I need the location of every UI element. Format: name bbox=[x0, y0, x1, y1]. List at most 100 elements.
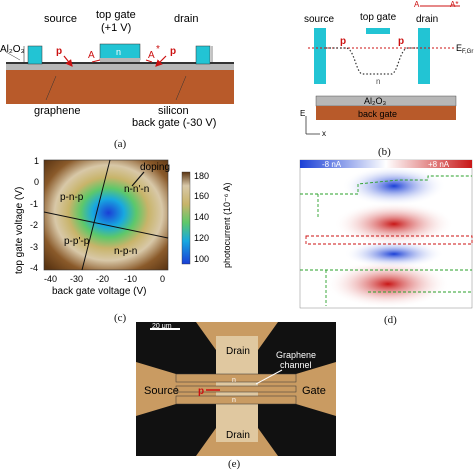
arrow-left bbox=[63, 55, 73, 67]
drain-contact bbox=[195, 45, 211, 65]
n-band: n bbox=[376, 77, 380, 86]
region-pnp: p-n-p bbox=[60, 192, 84, 203]
top-gate-voltage: (+1 V) bbox=[101, 22, 131, 34]
panel-e: 20 μm Drain Drain Source Gate Graphene c… bbox=[136, 322, 336, 471]
drain-label: drain bbox=[174, 13, 198, 25]
oxide-layer bbox=[6, 64, 234, 70]
top-gate-oxide bbox=[100, 58, 140, 62]
ytick-m1: -1 bbox=[30, 199, 38, 209]
gate-label: Gate bbox=[302, 385, 326, 397]
device-cross-section: source top gate (+1 V) drain Al₂O₃ p A n… bbox=[0, 9, 234, 129]
panel-a: source top gate (+1 V) drain Al₂O₃ p A n… bbox=[0, 0, 245, 150]
scan-colorbar bbox=[300, 160, 472, 168]
dark-region-tl bbox=[136, 322, 216, 374]
ytick-1: 1 bbox=[34, 156, 39, 166]
p-right-label: p bbox=[170, 46, 176, 57]
dark-region-br bbox=[258, 404, 336, 456]
back-gate-stack bbox=[316, 106, 456, 120]
silicon-label: silicon bbox=[158, 105, 189, 117]
panel-b: A A* source top gate drain p p n EF,Gr A… bbox=[300, 0, 474, 160]
cbar-tick-180: 180 bbox=[194, 171, 209, 181]
source-band-label: source bbox=[304, 14, 334, 25]
band-profile bbox=[326, 47, 418, 75]
red-spot-2 bbox=[326, 260, 450, 308]
x-axis-label: x bbox=[322, 129, 326, 138]
band-diagram: A A* source top gate drain p p n EF,Gr A… bbox=[300, 0, 473, 138]
xtick-0: 0 bbox=[160, 274, 165, 284]
p-label: p bbox=[198, 386, 204, 397]
source-label: Source bbox=[144, 385, 179, 397]
cbar-max-label: +8 nA bbox=[428, 160, 450, 169]
dark-region-bl bbox=[136, 404, 216, 456]
blue-spot-1 bbox=[342, 166, 446, 206]
finger-2 bbox=[175, 395, 297, 405]
p-left-label: p bbox=[56, 46, 62, 57]
drain-band bbox=[418, 28, 430, 84]
cbar-tick-100: 100 bbox=[194, 254, 209, 264]
doping-label: doping bbox=[140, 162, 170, 173]
n-label-top: n bbox=[232, 377, 236, 384]
outline-gate bbox=[305, 235, 473, 245]
top-gate-band bbox=[366, 28, 390, 34]
top-gate-label: top gate bbox=[96, 9, 136, 21]
ytick-m3: -3 bbox=[30, 242, 38, 252]
drain-top-label: Drain bbox=[226, 346, 250, 357]
outline-bottom bbox=[325, 270, 472, 306]
cbar-tick-120: 120 bbox=[194, 233, 209, 243]
top-gate-band-label: top gate bbox=[360, 12, 397, 23]
scale-label: 20 μm bbox=[152, 323, 172, 330]
channel-pointer bbox=[255, 369, 283, 385]
panel-label-c: (c) bbox=[114, 312, 127, 324]
n-label: n bbox=[116, 47, 121, 57]
blue-spot-2 bbox=[344, 240, 444, 268]
channel-label-2: channel bbox=[280, 360, 312, 370]
graphene-layer bbox=[6, 62, 234, 64]
p-right-band: p bbox=[398, 36, 404, 47]
panel-label-a: (a) bbox=[114, 138, 127, 150]
al2o3-label: Al₂O₃ bbox=[0, 44, 25, 55]
source-band bbox=[314, 28, 326, 84]
panel-c: p-n-p n-n'-n p-p'-p n-p-n doping 1 0 -1 … bbox=[0, 152, 245, 328]
back-gate-label: back gate (-30 V) bbox=[132, 117, 216, 129]
dark-region-tr bbox=[258, 322, 336, 374]
source-label: source bbox=[44, 13, 77, 25]
y-ticks: 1 0 -1 -2 -3 -4 bbox=[30, 156, 39, 273]
region-nnn: n-n'-n bbox=[124, 184, 149, 195]
cbar-min-label: -8 nA bbox=[322, 160, 342, 169]
channel-label-1: Graphene bbox=[276, 350, 316, 360]
finger-1 bbox=[175, 373, 297, 383]
colorbar bbox=[181, 171, 191, 265]
n-label-bottom: n bbox=[232, 397, 236, 404]
cbar-tick-140: 140 bbox=[194, 212, 209, 222]
finger-gate bbox=[175, 385, 297, 393]
ytick-0: 0 bbox=[34, 177, 39, 187]
heatmap-area bbox=[43, 159, 169, 271]
scale-bar bbox=[150, 328, 180, 330]
boundary-1 bbox=[43, 211, 169, 239]
a-star-label: * bbox=[156, 44, 160, 55]
xtick-m40: -40 bbox=[44, 274, 57, 284]
ytick-m2: -2 bbox=[30, 220, 38, 230]
a-left-label: A bbox=[88, 50, 95, 61]
fermi-label: EF,Gr bbox=[456, 43, 473, 55]
drain-bottom-label: Drain bbox=[226, 430, 250, 441]
ytick-m4: -4 bbox=[30, 263, 38, 273]
optical-micrograph: 20 μm Drain Drain Source Gate Graphene c… bbox=[136, 322, 336, 456]
outline-top bbox=[300, 175, 472, 195]
legend-a-star: A* bbox=[450, 0, 458, 9]
photocurrent-scan: -8 nA +8 nA bbox=[299, 159, 473, 309]
panel-d: -8 nA +8 nA (d) bbox=[298, 158, 474, 330]
legend-a: A bbox=[414, 0, 420, 9]
drain-band-label: drain bbox=[416, 14, 438, 25]
arrow-right bbox=[155, 55, 167, 67]
red-spot-1 bbox=[334, 202, 454, 246]
panel-label-b: (b) bbox=[378, 146, 391, 158]
panel-label-e: (e) bbox=[228, 458, 241, 470]
region-npn: n-p-n bbox=[114, 246, 137, 257]
region-ppp: p-p'-p bbox=[64, 236, 90, 247]
x-ticks: -40 -30 -20 -10 0 bbox=[44, 274, 165, 284]
xtick-m20: -20 bbox=[96, 274, 109, 284]
e-axis-label: E bbox=[300, 109, 305, 118]
arrow-a bbox=[91, 59, 101, 63]
doping-arrow bbox=[131, 171, 145, 187]
